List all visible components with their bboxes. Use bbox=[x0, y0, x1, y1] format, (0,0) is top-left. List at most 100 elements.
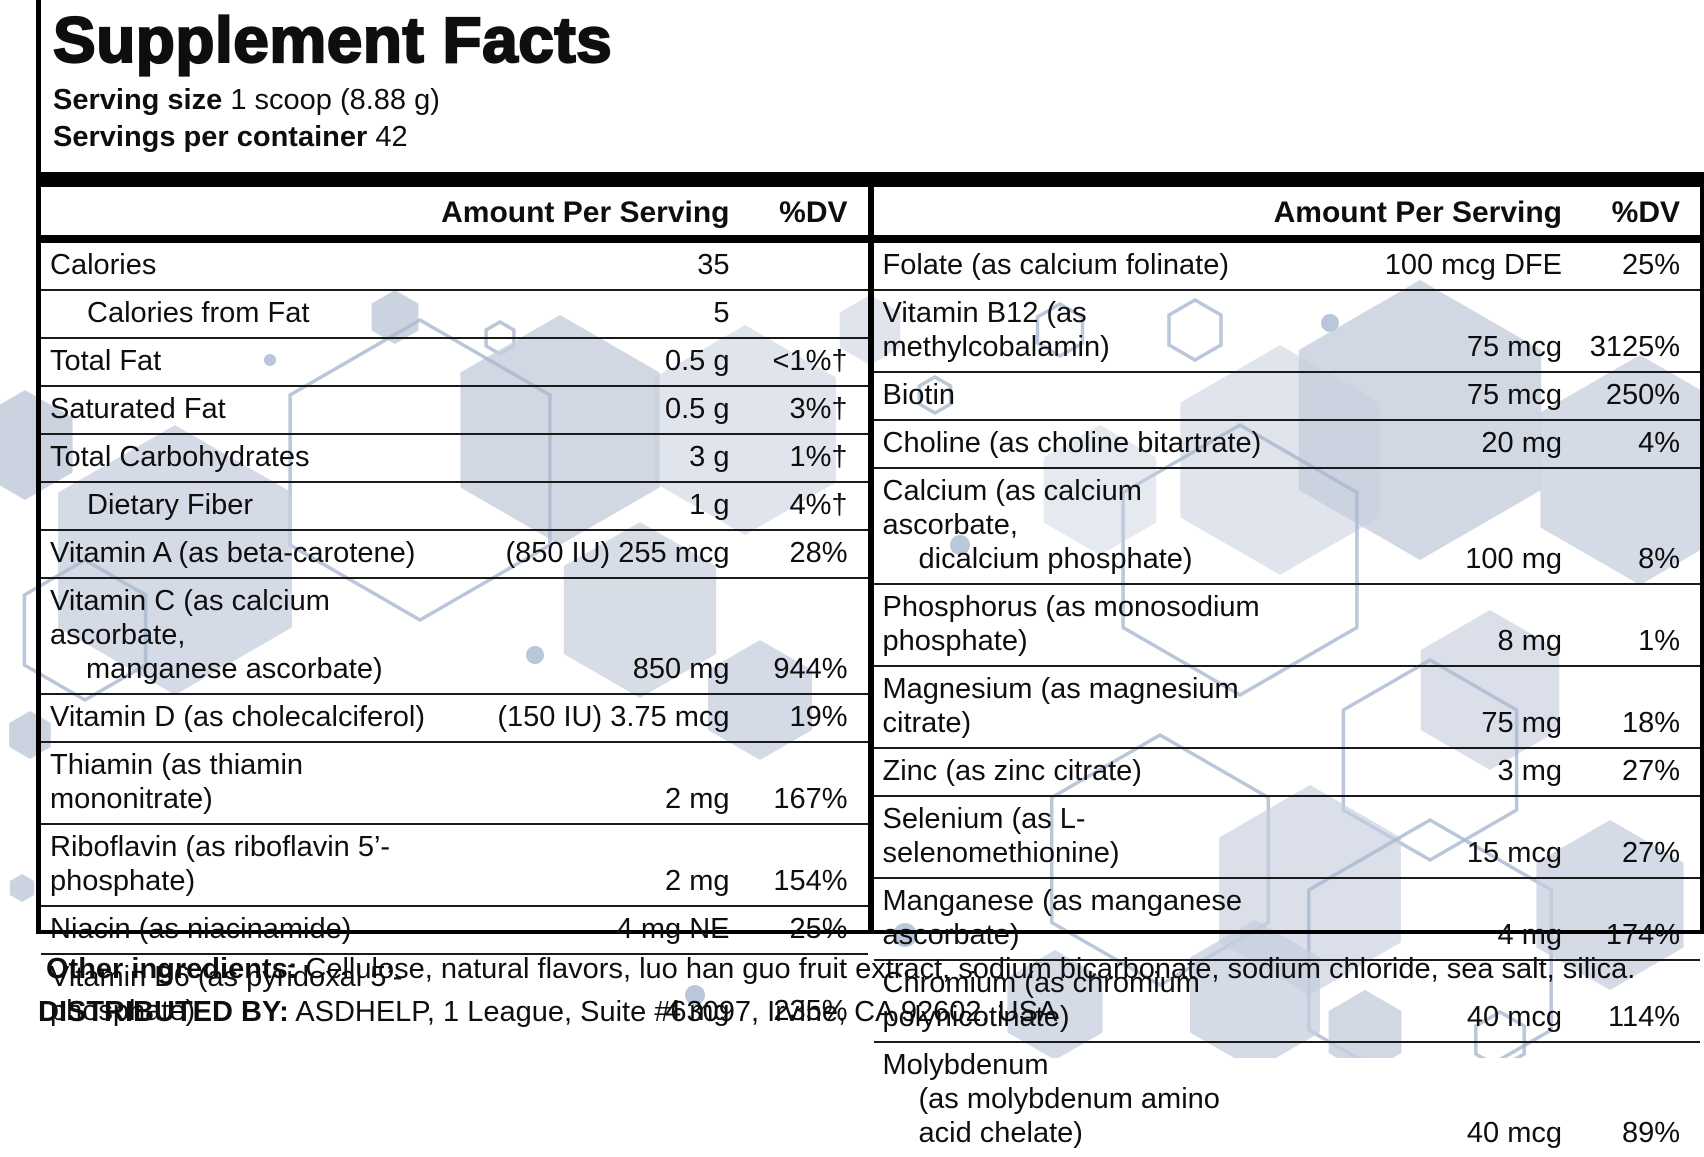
left-rows: Calories 35 Calories from Fat 5 Total Fat 0.5… bbox=[41, 243, 868, 1035]
nutrient-amount: 100 mcg DFE bbox=[1384, 249, 1562, 281]
table-row: Total Carbohydrates 3 g 1%† bbox=[41, 433, 868, 481]
nutrient-name: Riboflavin (as riboflavin 5’-phosphate) bbox=[50, 831, 391, 897]
facts-table: Amount Per Serving %DV Calories 35 Calorie… bbox=[41, 172, 1704, 1149]
servings-per-container-value: 42 bbox=[375, 121, 408, 153]
serving-size-line: Serving size 1 scoop (8.88 g) bbox=[53, 82, 1704, 119]
serving-info: Serving size 1 scoop (8.88 g) Servings p… bbox=[41, 82, 1704, 156]
label-content: Supplement Facts Serving size 1 scoop (8… bbox=[36, 0, 1704, 1149]
nutrient-name: Niacin (as niacinamide) bbox=[50, 913, 352, 945]
label-title: Supplement Facts bbox=[52, 4, 613, 76]
table-row: Thiamin (as thiamin mononitrate) 2 mg 167% bbox=[41, 741, 868, 823]
nutrient-name: Magnesium (as magnesium citrate) bbox=[882, 673, 1239, 739]
nutrient-name: Total Fat bbox=[50, 345, 162, 377]
nutrient-amount: 850 mg bbox=[632, 653, 730, 685]
table-row: Selenium (as L-selenomethionine) 15 mcg 27… bbox=[873, 795, 1700, 877]
nutrient-name: Manganese (as manganese ascorbate) bbox=[882, 885, 1243, 951]
nutrient-dv: 154% bbox=[773, 865, 848, 897]
nutrient-dv: 27% bbox=[1621, 755, 1680, 787]
nutrient-name: Thiamin (as thiamin mononitrate) bbox=[50, 749, 304, 815]
table-row: Molybdenum (as molybdenum amino acid chel… bbox=[873, 1041, 1700, 1157]
nutrient-amount: 1 g bbox=[689, 489, 730, 521]
table-row: Vitamin B12 (as methylcobalamin) 75 mcg 31… bbox=[873, 289, 1700, 371]
left-header-row: Amount Per Serving %DV bbox=[41, 187, 868, 243]
other-ingredients-text: Cellulose, natural flavors, luo han guo … bbox=[305, 953, 1636, 985]
nutrient-name: Vitamin C (as calcium ascorbate, manganes… bbox=[50, 585, 383, 685]
serving-size-value: 1 scoop (8.88 g) bbox=[230, 84, 440, 116]
distributed-by-line: DISTRIBUTED BY: ASDHELP, 1 League, Suite… bbox=[38, 991, 1704, 1034]
nutrient-name: Choline (as choline bitartrate) bbox=[882, 427, 1262, 459]
table-row: Calories 35 bbox=[41, 243, 868, 289]
table-column-left: Amount Per Serving %DV Calories 35 Calorie… bbox=[41, 187, 874, 1027]
servings-per-container-label: Servings per container bbox=[53, 121, 368, 153]
nutrient-dv: 28% bbox=[789, 537, 848, 569]
nutrient-amount: 5 bbox=[713, 297, 730, 329]
table-row: Total Fat 0.5 g <1%† bbox=[41, 337, 868, 385]
nutrient-name: Vitamin A (as beta-carotene) bbox=[50, 537, 416, 569]
nutrient-dv: 174% bbox=[1605, 919, 1680, 951]
nutrient-name: Calories bbox=[50, 249, 157, 281]
table-columns: Amount Per Serving %DV Calories 35 Calorie… bbox=[41, 187, 1701, 1149]
nutrient-amount: 75 mcg bbox=[1466, 331, 1562, 363]
table-row: Magnesium (as magnesium citrate) 75 mg 18% bbox=[873, 665, 1700, 747]
nutrient-name: Zinc (as zinc citrate) bbox=[882, 755, 1142, 787]
nutrient-name: Molybdenum (as molybdenum amino acid chel… bbox=[882, 1049, 1220, 1149]
table-row: Vitamin A (as beta-carotene) (850 IU) 255… bbox=[41, 529, 868, 577]
nutrient-dv: <1%† bbox=[772, 345, 848, 377]
servings-per-container-line: Servings per container 42 bbox=[53, 119, 1704, 156]
nutrient-amount: 75 mcg bbox=[1466, 379, 1562, 411]
nutrient-amount: 75 mg bbox=[1481, 707, 1562, 739]
nutrient-amount: 4 mg NE bbox=[616, 913, 730, 945]
nutrient-dv: 18% bbox=[1621, 707, 1680, 739]
left-dv-header: %DV bbox=[779, 196, 848, 229]
nutrient-dv: 1%† bbox=[789, 441, 848, 473]
nutrient-amount: 3 mg bbox=[1497, 755, 1562, 787]
nutrient-amount: 4 mg bbox=[1497, 919, 1562, 951]
nutrient-name: Vitamin B6 (as pyridoxal 5’-phosphate) bbox=[50, 961, 403, 1027]
nutrient-dv: 25% bbox=[1621, 249, 1680, 281]
nutrient-dv: 250% bbox=[1605, 379, 1680, 411]
nutrient-dv: 3125% bbox=[1589, 331, 1680, 363]
nutrient-amount: 2 mg bbox=[665, 865, 730, 897]
left-amount-header: Amount Per Serving bbox=[441, 196, 730, 229]
nutrient-dv: 25% bbox=[789, 913, 848, 945]
table-row: Riboflavin (as riboflavin 5’-phosphate) 2… bbox=[41, 823, 868, 905]
nutrient-amount: 40 mcg bbox=[1466, 1001, 1562, 1033]
nutrient-name: Folate (as calcium folinate) bbox=[882, 249, 1230, 281]
table-row: Vitamin C (as calcium ascorbate, manganes… bbox=[41, 577, 868, 693]
nutrient-dv: 167% bbox=[773, 783, 848, 815]
right-amount-header: Amount Per Serving bbox=[1273, 196, 1562, 229]
table-row: Zinc (as zinc citrate) 3 mg 27% bbox=[873, 747, 1700, 795]
nutrient-dv: 3%† bbox=[789, 393, 848, 425]
nutrient-dv: 1% bbox=[1638, 625, 1680, 657]
nutrient-name: Phosphorus (as monosodium phosphate) bbox=[882, 591, 1260, 657]
table-row: Biotin 75 mcg 250% bbox=[873, 371, 1700, 419]
other-ingredients-label: Other ingredients: bbox=[46, 953, 298, 985]
table-row: Folate (as calcium folinate) 100 mcg DFE 2… bbox=[874, 243, 1701, 289]
nutrient-dv: 4% bbox=[1638, 427, 1680, 459]
table-row: Dietary Fiber 1 g 4%† bbox=[41, 481, 868, 529]
serving-size-label: Serving size bbox=[53, 84, 223, 116]
nutrient-dv: 4%† bbox=[789, 489, 848, 521]
distributed-by-text: ASDHELP, 1 League, Suite #63097, Irvine,… bbox=[295, 996, 1058, 1028]
nutrient-dv: 8% bbox=[1638, 543, 1680, 575]
table-top-bar bbox=[41, 172, 1700, 187]
nutrient-amount: 2 mg bbox=[665, 783, 730, 815]
nutrient-amount: 3 g bbox=[689, 441, 730, 473]
nutrient-amount: 15 mcg bbox=[1466, 837, 1562, 869]
nutrient-dv: 114% bbox=[1607, 1001, 1680, 1033]
table-row: Calories from Fat 5 bbox=[41, 289, 868, 337]
right-dv-header: %DV bbox=[1611, 196, 1680, 229]
table-row: Saturated Fat 0.5 g 3%† bbox=[41, 385, 868, 433]
table-row: Niacin (as niacinamide) 4 mg NE 25% bbox=[41, 905, 868, 953]
nutrient-amount: 0.5 g bbox=[665, 345, 730, 377]
nutrient-dv: 27% bbox=[1621, 837, 1680, 869]
right-header-row: Amount Per Serving %DV bbox=[873, 187, 1700, 243]
table-row: Vitamin B6 (as pyridoxal 5’-phosphate) 4 … bbox=[41, 953, 868, 1035]
nutrient-name: Biotin bbox=[882, 379, 956, 411]
nutrient-name: Vitamin D (as cholecalciferol) bbox=[50, 701, 425, 733]
nutrient-name: Total Carbohydrates bbox=[50, 441, 310, 473]
nutrient-name: Selenium (as L-selenomethionine) bbox=[882, 803, 1120, 869]
nutrient-name: Dietary Fiber bbox=[87, 489, 253, 521]
nutrient-amount: (850 IU) 255 mcg bbox=[505, 537, 730, 569]
